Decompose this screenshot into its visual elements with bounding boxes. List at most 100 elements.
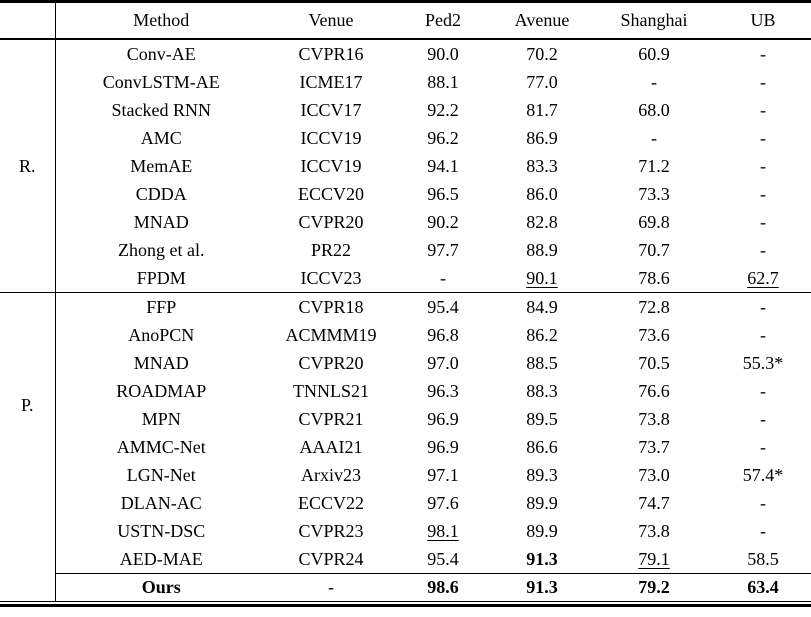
cell-ped2: -: [440, 267, 446, 288]
cell-venue: PR22: [310, 239, 352, 260]
cell-avenue: 84.9: [491, 292, 593, 321]
cell-venue: ICME17: [299, 71, 363, 92]
cell-avenue: 89.5: [526, 408, 558, 429]
cell-venue: ICCV19: [300, 155, 362, 176]
cell-method: Zhong et al.: [118, 239, 205, 260]
table-row: ConvLSTM-AE ICME17 88.1 77.0 - -: [0, 68, 811, 96]
cell-ub: -: [760, 71, 766, 92]
col-header-venue: Venue: [267, 1, 395, 40]
header-row: Method Venue Ped2 Avenue Shanghai UB: [0, 1, 811, 40]
cell-shanghai: 73.0: [638, 464, 670, 485]
cell-venue: CVPR20: [298, 352, 364, 373]
cell-method: AED-MAE: [119, 548, 203, 569]
cell-avenue: 82.8: [526, 211, 558, 232]
cell-shanghai: 79.1: [638, 548, 670, 569]
cell-shanghai: 74.7: [638, 492, 670, 513]
cell-shanghai: 68.0: [638, 99, 670, 120]
cell-ped2: 97.7: [427, 239, 459, 260]
cell-venue: -: [267, 573, 395, 602]
table-row: Zhong et al. PR22 97.7 88.9 70.7 -: [0, 236, 811, 264]
cell-ub: -: [760, 520, 766, 541]
cell-ped2: 96.2: [427, 127, 459, 148]
cell-ped2: 97.1: [427, 464, 459, 485]
table-row: MNAD CVPR20 90.2 82.8 69.8 -: [0, 208, 811, 236]
cell-avenue: 88.3: [526, 380, 558, 401]
cell-venue: ICCV17: [300, 99, 362, 120]
results-table: Method Venue Ped2 Avenue Shanghai UB R. C…: [0, 0, 811, 602]
table-row: LGN-Net Arxiv23 97.1 89.3 73.0 57.4*: [0, 461, 811, 489]
cell-venue: TNNLS21: [293, 380, 369, 401]
cell-shanghai: 70.7: [638, 239, 670, 260]
cell-shanghai: 70.5: [638, 352, 670, 373]
cell-ped2: 96.3: [427, 380, 459, 401]
cell-ub: 62.7: [747, 267, 779, 288]
cell-method: Stacked RNN: [111, 99, 211, 120]
group-label-p: P.: [0, 292, 56, 574]
cell-method: Conv-AE: [126, 43, 196, 64]
cell-shanghai: 76.6: [638, 380, 670, 401]
cell-avenue: 91.3: [526, 548, 558, 569]
table-row: FPDM ICCV23 - 90.1 78.6 62.7: [0, 264, 811, 293]
cell-ped2: 96.8: [427, 324, 459, 345]
cell-avenue: 70.2: [526, 43, 558, 64]
cell-ub: -: [715, 292, 811, 321]
table-row: MPN CVPR21 96.9 89.5 73.8 -: [0, 405, 811, 433]
cell-method: ROADMAP: [116, 380, 207, 401]
table-body: R. Conv-AE CVPR16 90.0 70.2 60.9 - ConvLSTM-AE I…: [0, 39, 811, 602]
cell-venue: CVPR16: [298, 43, 364, 64]
cell-shanghai: 78.6: [638, 267, 670, 288]
cell-avenue: 91.3: [491, 573, 593, 602]
cell-ub: -: [760, 324, 766, 345]
table-row: Stacked RNN ICCV17 92.2 81.7 68.0 -: [0, 96, 811, 124]
cell-method: LGN-Net: [126, 464, 196, 485]
cell-ped2: 98.1: [427, 520, 459, 541]
cell-venue: ICCV23: [300, 267, 362, 288]
cell-avenue: 89.9: [526, 520, 558, 541]
cell-avenue: 90.1: [526, 267, 558, 288]
cell-shanghai: 72.8: [593, 292, 715, 321]
cell-avenue: 88.9: [526, 239, 558, 260]
cell-ub: -: [760, 183, 766, 204]
cell-ped2: 90.0: [427, 43, 459, 64]
cell-method: FFP: [55, 292, 267, 321]
cell-venue: AAAI21: [299, 436, 363, 457]
table-row: USTN-DSC CVPR23 98.1 89.9 73.8 -: [0, 517, 811, 545]
group-column-header: [0, 1, 56, 40]
col-header-ub: UB: [715, 1, 811, 40]
cell-method: AnoPCN: [128, 324, 195, 345]
table-row: MemAE ICCV19 94.1 83.3 71.2 -: [0, 152, 811, 180]
table-row: ROADMAP TNNLS21 96.3 88.3 76.6 -: [0, 377, 811, 405]
cell-ped2: 88.1: [427, 71, 459, 92]
cell-ub: -: [760, 239, 766, 260]
cell-venue: Arxiv23: [301, 464, 361, 485]
cell-venue: ECCV22: [297, 492, 364, 513]
group-column-spacer: [0, 573, 56, 602]
cell-ped2: 96.9: [427, 436, 459, 457]
cell-venue: CVPR23: [298, 520, 364, 541]
cell-ub: -: [760, 380, 766, 401]
cell-ub: -: [760, 43, 766, 64]
cell-ub: 55.3*: [742, 352, 784, 373]
cell-ub: 57.4*: [742, 464, 784, 485]
cell-shanghai: -: [651, 71, 657, 92]
table-row: AMC ICCV19 96.2 86.9 - -: [0, 124, 811, 152]
cell-ped2: 97.0: [427, 352, 459, 373]
cell-method: Ours: [55, 573, 267, 602]
cell-avenue: 89.3: [526, 464, 558, 485]
cell-method: CDDA: [135, 183, 187, 204]
cell-shanghai: 69.8: [638, 211, 670, 232]
cell-ped2: 98.6: [395, 573, 491, 602]
cell-shanghai: 73.3: [638, 183, 670, 204]
cell-method: AMMC-Net: [116, 436, 206, 457]
table-row: P. FFP CVPR18 95.4 84.9 72.8-: [0, 292, 811, 574]
cell-ped2: 97.6: [427, 492, 459, 513]
ours-row: Ours -98.6 91.3 79.2 63.4: [0, 573, 811, 602]
cell-method: AMC: [140, 127, 182, 148]
cell-ped2: 95.4: [427, 548, 459, 569]
cell-ped2: 96.9: [427, 408, 459, 429]
cell-ub: -: [760, 211, 766, 232]
cell-method: MNAD: [133, 211, 189, 232]
col-header-shanghai: Shanghai: [593, 1, 715, 40]
table-row: AnoPCN ACMMM19 96.8 86.2 73.6 -: [0, 321, 811, 349]
col-header-avenue: Avenue: [491, 1, 593, 40]
